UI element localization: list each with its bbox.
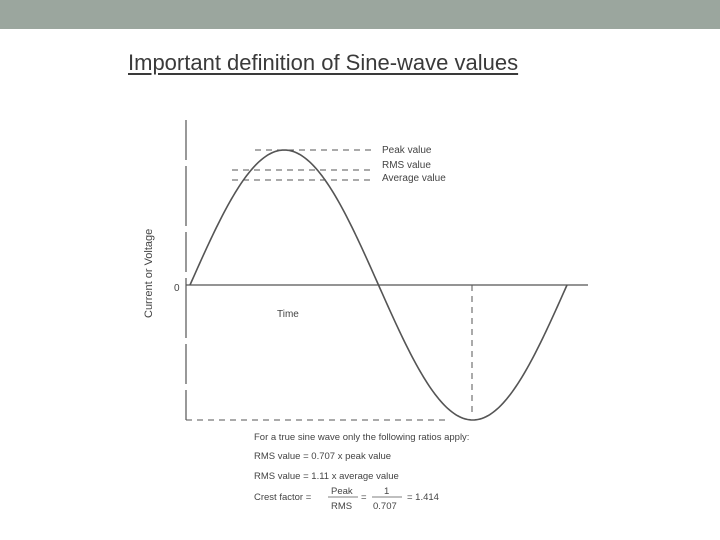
legend-average-label: Average value xyxy=(382,173,446,184)
fraction-denominator: 0.707 xyxy=(373,501,397,512)
zero-label: 0 xyxy=(174,283,180,294)
crest-equals: = xyxy=(361,492,367,503)
crest-result: = 1.414 xyxy=(407,492,439,503)
crest-numerator: Peak xyxy=(331,486,353,497)
top-banner xyxy=(0,0,720,29)
legend-rms-label: RMS value xyxy=(382,160,431,171)
fraction-numerator: 1 xyxy=(384,486,389,497)
legend-peak-label: Peak value xyxy=(382,145,432,156)
crest-label: Crest factor = xyxy=(254,492,312,503)
notes-rms-average: RMS value = 1.11 x average value xyxy=(254,471,399,482)
notes-rms-peak: RMS value = 0.707 x peak value xyxy=(254,451,391,462)
notes-intro: For a true sine wave only the following … xyxy=(254,432,469,443)
axis-label: Current or Voltage xyxy=(143,229,155,318)
time-label: Time xyxy=(277,309,299,320)
crest-denominator: RMS xyxy=(331,501,352,512)
slide-title: Important definition of Sine-wave values xyxy=(128,50,519,75)
sine-wave-curve xyxy=(189,149,568,421)
